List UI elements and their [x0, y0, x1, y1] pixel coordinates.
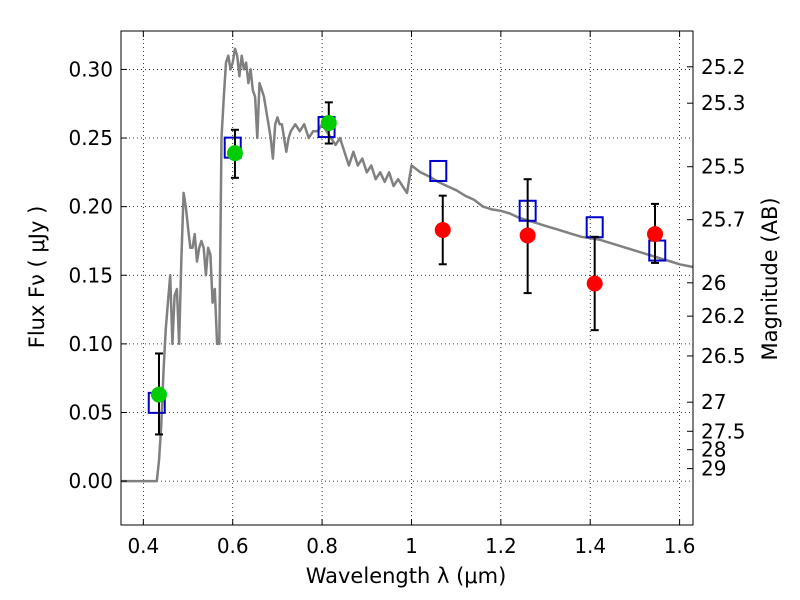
magnitude-tick-label: 26.2	[701, 304, 746, 328]
magnitude-tick-label: 27	[701, 390, 726, 414]
magnitude-axis-title: Magnitude (AB)	[758, 197, 782, 360]
x-axis-title: Wavelength λ (μm)	[306, 564, 507, 588]
detections-point	[320, 114, 337, 131]
magnitude-tick-label: 25.2	[701, 55, 746, 79]
plot-frame	[120, 30, 694, 526]
x-tick-label: 1.4	[574, 534, 606, 558]
model-sed-line	[121, 47, 694, 483]
tick-labels: 0.4 0.6 0.8 1 1.2 1.4 1.6 0.00 0.05 0.10 0.15 0.20 0…	[68, 55, 745, 558]
nir-measurements-point	[647, 226, 664, 243]
magnitude-tick-label: 25.5	[701, 155, 746, 179]
nir-measurements-point	[519, 227, 536, 244]
magnitude-tick-label: 25.3	[701, 91, 746, 115]
data-layer	[121, 47, 694, 483]
y-tick-label: 0.30	[68, 57, 113, 81]
magnitude-tick-label: 29	[701, 457, 726, 481]
detections-point	[150, 386, 167, 403]
detections-point	[226, 145, 243, 162]
tick-marks	[121, 31, 693, 525]
y-tick-label: 0.05	[68, 400, 113, 424]
y-tick-label: 0.25	[68, 126, 113, 150]
magnitude-tick-label: 28	[701, 438, 726, 462]
model-photometry-square	[429, 159, 448, 182]
x-tick-label: 1	[405, 534, 418, 558]
magnitude-tick-label: 26	[701, 271, 726, 295]
magnitude-tick-label: 27.5	[701, 419, 746, 443]
x-tick-label: 0.6	[217, 534, 249, 558]
x-tick-label: 1.2	[485, 534, 517, 558]
x-tick-label: 0.4	[127, 534, 159, 558]
y-tick-label: 0.10	[68, 332, 113, 356]
y-tick-label: 0.00	[68, 469, 113, 493]
model-photometry-square	[585, 216, 604, 239]
x-tick-label: 1.6	[664, 534, 696, 558]
magnitude-tick-label: 26.5	[701, 344, 746, 368]
nir-measurements-point	[434, 221, 451, 238]
y-tick-label: 0.15	[68, 263, 113, 287]
y-axis-title: Flux Fν ( μJy )	[25, 206, 49, 349]
magnitude-tick-label: 25.7	[701, 208, 746, 232]
nir-measurements-point	[586, 275, 603, 292]
x-tick-label: 0.8	[306, 534, 338, 558]
grid-lines	[121, 31, 693, 525]
y-tick-label: 0.20	[68, 195, 113, 219]
